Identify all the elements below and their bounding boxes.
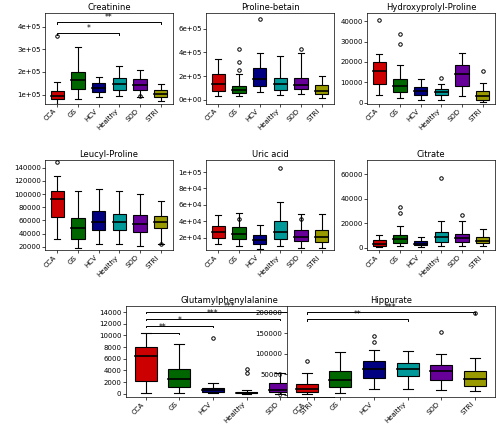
Title: Leucyl-Proline: Leucyl-Proline [80, 150, 138, 159]
Bar [373, 62, 386, 84]
Text: ***: *** [207, 309, 218, 318]
Bar [154, 90, 167, 97]
Bar [396, 363, 418, 376]
Bar [394, 235, 407, 243]
Bar [476, 92, 490, 99]
Bar [236, 392, 258, 393]
Bar [315, 85, 328, 94]
Bar [464, 371, 486, 386]
Bar [294, 230, 308, 241]
Bar [253, 235, 266, 245]
Text: **: ** [105, 13, 113, 22]
Bar [133, 79, 146, 90]
Bar [135, 347, 156, 381]
Bar [72, 72, 85, 89]
Bar [294, 78, 308, 89]
Bar [50, 191, 64, 217]
Bar [212, 75, 225, 91]
Bar [456, 65, 468, 86]
Bar [202, 388, 224, 392]
Bar [253, 68, 266, 86]
Bar [274, 78, 287, 90]
Bar [269, 383, 291, 392]
Bar [92, 211, 106, 230]
Title: Uric acid: Uric acid [252, 150, 288, 159]
Bar [434, 89, 448, 95]
Text: ***: *** [224, 302, 235, 311]
Bar [330, 371, 351, 387]
Bar [50, 91, 64, 99]
Title: Creatinine: Creatinine [87, 3, 131, 12]
Title: Hydroxyprolyl-Proline: Hydroxyprolyl-Proline [386, 3, 476, 12]
Bar [303, 369, 324, 383]
Bar [232, 227, 246, 239]
Bar [414, 242, 428, 245]
Bar [296, 384, 318, 392]
Bar [92, 83, 106, 92]
Bar [456, 234, 468, 242]
Bar [133, 215, 146, 232]
Bar [154, 217, 167, 228]
Bar [434, 232, 448, 242]
Bar [476, 237, 490, 243]
Bar [72, 218, 85, 239]
Bar [363, 361, 385, 378]
Text: ***: *** [385, 303, 396, 312]
Bar [394, 79, 407, 92]
Bar [373, 240, 386, 246]
Bar [112, 214, 126, 230]
Bar [414, 87, 428, 95]
Text: *: * [178, 316, 181, 325]
Bar [315, 230, 328, 242]
Bar [430, 364, 452, 380]
Text: *: * [86, 24, 90, 33]
Text: **: ** [354, 310, 361, 319]
Title: Glutamylphenylalanine: Glutamylphenylalanine [181, 296, 278, 306]
Text: **: ** [158, 323, 166, 332]
Title: Proline-betain: Proline-betain [240, 3, 300, 12]
Bar [112, 78, 126, 90]
Bar [168, 369, 190, 387]
Bar [274, 221, 287, 239]
Bar [212, 226, 225, 238]
Title: Citrate: Citrate [416, 150, 446, 159]
Bar [232, 86, 246, 93]
Title: Hippurate: Hippurate [370, 296, 412, 306]
